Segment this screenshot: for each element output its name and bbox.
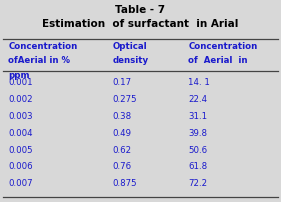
Text: 0.76: 0.76 [112, 162, 132, 170]
Text: 50.6: 50.6 [188, 145, 207, 154]
Text: 31.1: 31.1 [188, 111, 207, 120]
Text: 0.006: 0.006 [8, 162, 33, 170]
Text: Optical: Optical [112, 41, 147, 50]
Text: 61.8: 61.8 [188, 162, 207, 170]
Text: 0.875: 0.875 [112, 178, 137, 187]
Text: 0.275: 0.275 [112, 95, 137, 103]
Text: 22.4: 22.4 [188, 95, 207, 103]
Text: Table - 7: Table - 7 [115, 5, 166, 15]
Text: 0.004: 0.004 [8, 128, 33, 137]
Text: Concentration: Concentration [8, 41, 78, 50]
Text: 39.8: 39.8 [188, 128, 207, 137]
Text: of  Aerial  in: of Aerial in [188, 56, 248, 64]
Text: ppm: ppm [8, 71, 30, 80]
Text: ofAerial in %: ofAerial in % [8, 56, 71, 64]
Text: 0.17: 0.17 [112, 78, 132, 87]
Text: Estimation  of surfactant  in Arial: Estimation of surfactant in Arial [42, 19, 239, 29]
Text: 0.38: 0.38 [112, 111, 132, 120]
Text: density: density [112, 56, 149, 64]
Text: 14. 1: 14. 1 [188, 78, 210, 87]
Text: 0.002: 0.002 [8, 95, 33, 103]
Text: 0.001: 0.001 [8, 78, 33, 87]
Text: 0.62: 0.62 [112, 145, 132, 154]
Text: 0.49: 0.49 [112, 128, 132, 137]
Text: 0.007: 0.007 [8, 178, 33, 187]
Text: 72.2: 72.2 [188, 178, 207, 187]
Text: 0.003: 0.003 [8, 111, 33, 120]
Text: 0.005: 0.005 [8, 145, 33, 154]
Text: Concentration: Concentration [188, 41, 257, 50]
